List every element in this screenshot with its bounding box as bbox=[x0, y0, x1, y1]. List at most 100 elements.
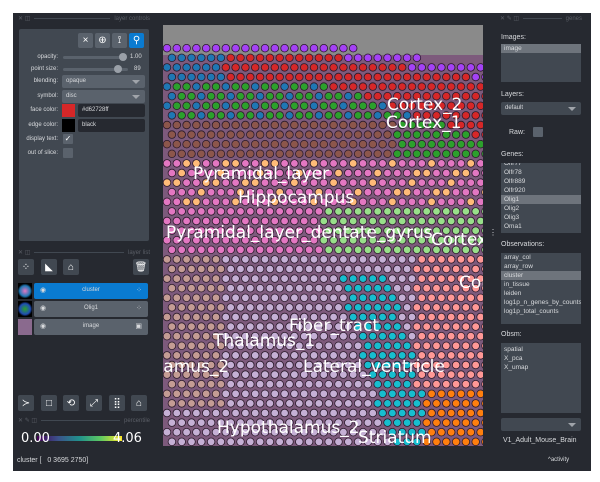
spot bbox=[358, 255, 368, 264]
out-of-slice-checkbox[interactable] bbox=[63, 148, 73, 158]
genes-list[interactable]: Olfr77 Olfr78 Olfr889 Olfr920 Olig1 Olig2 Olig… bbox=[501, 163, 581, 233]
spot bbox=[250, 332, 260, 341]
list-item[interactable]: Olfr77 bbox=[504, 163, 522, 167]
spot bbox=[363, 187, 373, 197]
spot bbox=[471, 207, 480, 216]
spot bbox=[290, 101, 299, 110]
layer-row-olig1[interactable]: ◉ Olig1 ⁘ bbox=[34, 301, 148, 317]
list-item[interactable]: Olig3 bbox=[504, 214, 520, 221]
spot bbox=[260, 351, 270, 360]
list-item[interactable]: cluster bbox=[501, 271, 581, 280]
spot bbox=[285, 130, 294, 139]
list-item[interactable]: Olfr889 bbox=[504, 178, 526, 185]
dock-handle[interactable]: ⋮ bbox=[489, 228, 497, 237]
spot bbox=[221, 178, 230, 187]
symbol-dropdown[interactable]: disc bbox=[62, 90, 145, 103]
images-list[interactable]: image bbox=[501, 44, 581, 82]
select-points-button[interactable]: ⟟ bbox=[112, 33, 127, 48]
activity-button[interactable]: ^activity bbox=[548, 457, 570, 463]
list-item[interactable]: log1p_n_genes_by_counts bbox=[504, 299, 581, 306]
spot bbox=[397, 370, 407, 379]
spot bbox=[197, 72, 206, 82]
obsm-list[interactable]: spatial X_pca X_umap bbox=[501, 343, 581, 413]
display-text-checkbox[interactable]: ✓ bbox=[63, 134, 73, 144]
spot bbox=[432, 284, 441, 293]
spot bbox=[290, 370, 299, 379]
list-item[interactable]: Olfr78 bbox=[504, 169, 522, 176]
spot bbox=[275, 168, 284, 178]
spot bbox=[172, 216, 181, 226]
list-item[interactable]: array_col bbox=[504, 254, 531, 261]
viewer-canvas[interactable]: Cortex_2 Cortex_1 Pyramidal_layer Hippoc… bbox=[163, 25, 483, 446]
spot bbox=[197, 341, 206, 350]
visibility-icon[interactable]: ◉ bbox=[40, 305, 47, 312]
spot bbox=[304, 168, 314, 178]
opacity-slider[interactable] bbox=[63, 53, 127, 61]
spot bbox=[221, 351, 230, 360]
spot bbox=[353, 322, 363, 331]
list-item[interactable]: Oma1 bbox=[504, 223, 522, 230]
spot bbox=[417, 312, 426, 322]
spot bbox=[206, 168, 216, 178]
spot bbox=[226, 207, 235, 216]
list-item[interactable]: image bbox=[501, 44, 581, 53]
delete-layer-button[interactable]: 🗑 bbox=[133, 259, 149, 275]
list-item[interactable]: Olig1 bbox=[501, 195, 581, 204]
spot bbox=[265, 91, 275, 101]
grid-button[interactable]: ⣿ bbox=[109, 395, 125, 411]
list-item[interactable]: array_row bbox=[504, 263, 533, 270]
obsm-label: Obsm: bbox=[501, 331, 522, 338]
add-points-button[interactable]: ⊕ bbox=[95, 33, 110, 48]
spot bbox=[481, 419, 483, 426]
spot bbox=[324, 418, 333, 427]
spot bbox=[388, 101, 397, 110]
spot bbox=[447, 293, 456, 302]
list-item[interactable]: X_pca bbox=[504, 355, 523, 362]
spot bbox=[358, 82, 368, 91]
spot bbox=[236, 149, 245, 158]
list-item[interactable]: Olig2 bbox=[504, 205, 520, 212]
list-item[interactable]: leiden bbox=[504, 290, 522, 297]
raw-checkbox[interactable] bbox=[533, 127, 543, 137]
face-color-input[interactable]: #d62728ff bbox=[78, 104, 145, 117]
visibility-icon[interactable]: ◉ bbox=[40, 323, 47, 330]
ndisplay-button[interactable]: □ bbox=[41, 395, 57, 411]
spot bbox=[324, 341, 333, 350]
list-item[interactable]: in_tissue bbox=[504, 281, 530, 288]
spot bbox=[304, 245, 314, 254]
edge-color-input[interactable]: black bbox=[78, 119, 145, 132]
spot bbox=[412, 187, 422, 197]
edge-color-swatch[interactable] bbox=[62, 119, 75, 132]
obsm-dropdown[interactable] bbox=[501, 418, 581, 431]
layer-row-cluster[interactable]: ◉ cluster ⁘ bbox=[34, 283, 148, 299]
layers-dropdown[interactable]: default bbox=[501, 102, 581, 115]
roll-dims-button[interactable]: ⟲ bbox=[63, 395, 79, 411]
console-button[interactable]: ≻ bbox=[18, 395, 34, 411]
new-points-layer-button[interactable]: ⁘ bbox=[18, 259, 34, 275]
spot bbox=[397, 120, 407, 130]
list-item[interactable]: spatial bbox=[504, 346, 523, 353]
spot bbox=[246, 303, 255, 312]
spot bbox=[344, 245, 353, 254]
spot bbox=[388, 235, 397, 245]
list-item[interactable]: X_umap bbox=[504, 364, 529, 371]
list-item[interactable]: log1p_total_counts bbox=[504, 308, 559, 315]
new-labels-layer-button[interactable]: ⌂ bbox=[63, 259, 79, 275]
spot bbox=[290, 63, 299, 72]
layer-row-image[interactable]: ◉ image ▣ bbox=[34, 319, 148, 335]
home-button[interactable]: ⌂ bbox=[131, 395, 147, 411]
visibility-icon[interactable]: ◉ bbox=[40, 287, 47, 294]
new-shapes-layer-button[interactable]: ◣ bbox=[41, 259, 57, 275]
face-color-swatch[interactable] bbox=[62, 104, 75, 117]
list-item[interactable]: Olfr920 bbox=[504, 187, 526, 194]
spot bbox=[393, 226, 402, 235]
delete-points-button[interactable]: × bbox=[78, 33, 93, 48]
spot bbox=[471, 245, 480, 254]
spot bbox=[163, 140, 172, 149]
point-size-slider[interactable] bbox=[63, 65, 128, 73]
spot bbox=[427, 351, 436, 360]
pan-zoom-button[interactable]: ⚲ bbox=[129, 33, 144, 48]
transpose-button[interactable]: ⤢ bbox=[86, 395, 102, 411]
blending-dropdown[interactable]: opaque bbox=[62, 75, 145, 88]
